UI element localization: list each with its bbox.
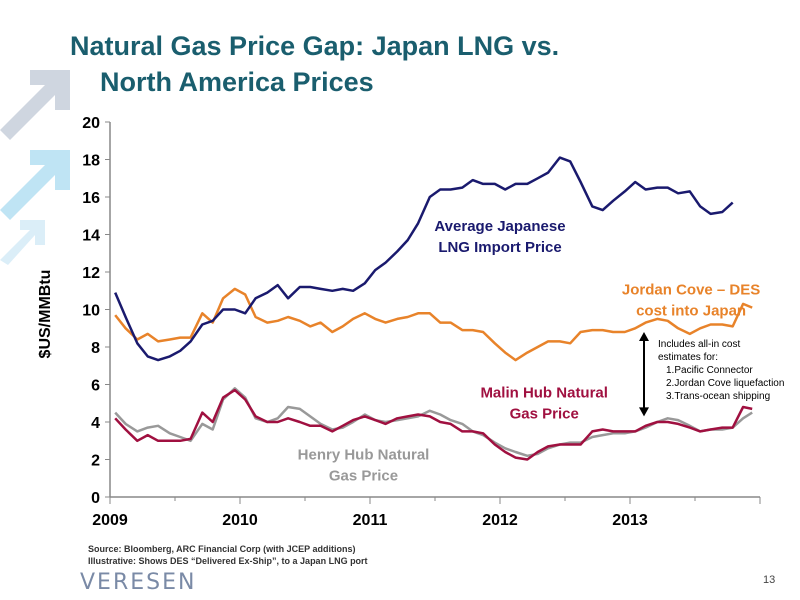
series-line-malin-hub [114, 388, 753, 461]
y-tick-label: 4 [91, 415, 100, 432]
y-tick-label: 8 [91, 340, 100, 357]
series-label-malin-hub: Malin Hub Natural Gas Price [480, 385, 608, 423]
y-axis-label: $US/MMBtu [37, 270, 54, 359]
series-label-jordan-cove: Jordan Cove – DES cost into Japan [622, 282, 760, 320]
y-tick-label: 10 [82, 303, 100, 320]
x-tick-label: 2013 [612, 512, 648, 529]
series-line-jordan-cove [114, 287, 753, 362]
annotation-text: Includes all-in cost estimates for: 1.Paci… [658, 339, 784, 402]
y-tick-label: 12 [82, 265, 100, 282]
x-tick-label: 2012 [482, 512, 518, 529]
series-label-henry-hub: Henry Hub Natural Gas Price [298, 447, 430, 485]
series-line-japan-lng [114, 156, 734, 362]
x-tick-label: 2009 [92, 512, 128, 529]
y-tick-label: 14 [82, 228, 100, 245]
y-tick-label: 6 [91, 378, 100, 395]
source-line-1: Source: Bloomberg, ARC Financial Corp (w… [88, 544, 356, 554]
company-logo: VERESEN [80, 570, 197, 595]
y-tick-label: 0 [91, 490, 100, 507]
page-number: 13 [763, 574, 776, 586]
arrow-head-down [639, 407, 649, 417]
y-tick-label: 2 [91, 453, 100, 470]
title-line-1: Natural Gas Price Gap: Japan LNG vs. [70, 31, 560, 61]
source-line-2: Illustrative: Shows DES “Delivered Ex-Sh… [88, 556, 368, 566]
source-note: Source: Bloomberg, ARC Financial Corp (w… [88, 543, 368, 567]
y-tick-label: 18 [82, 153, 100, 170]
title-line-2: North America Prices [100, 67, 374, 97]
arrow-head-up [639, 332, 649, 341]
y-tick-label: 20 [82, 115, 100, 132]
series-label-japan-lng: Average Japanese LNG Import Price [434, 218, 565, 256]
x-tick-label: 2010 [222, 512, 258, 529]
y-tick-label: 16 [82, 190, 100, 207]
decorative-arrows [0, 70, 70, 265]
x-tick-label: 2011 [353, 512, 388, 529]
page-title: Natural Gas Price Gap: Japan LNG vs. Nor… [70, 28, 559, 100]
